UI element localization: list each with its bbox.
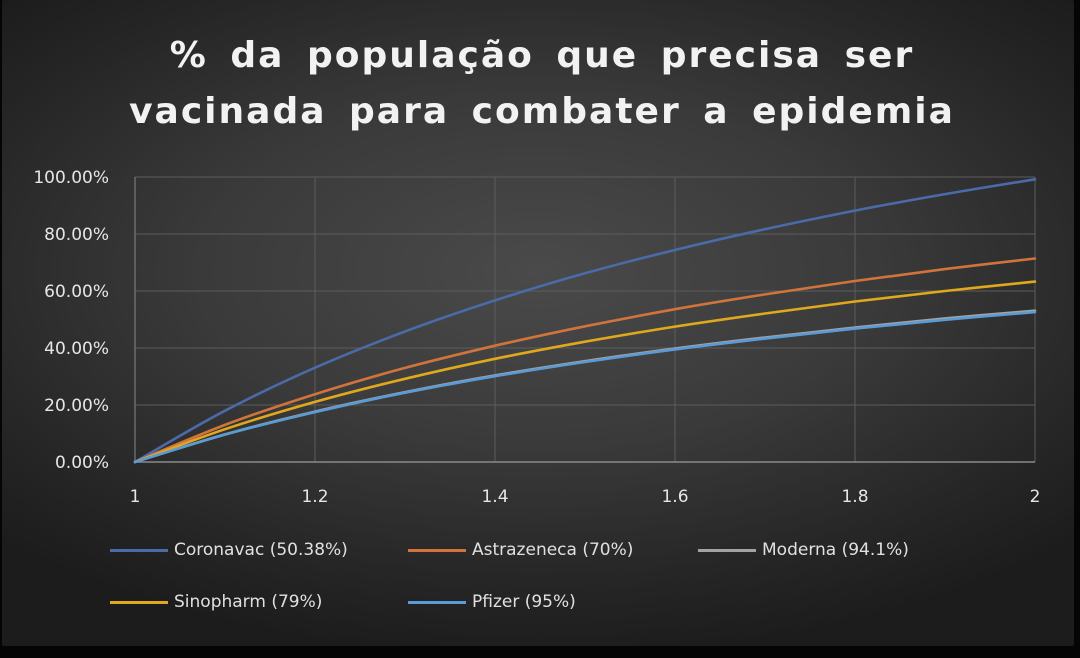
x-tick-label: 1.2 [301, 487, 328, 507]
y-tick-label: 100.00% [33, 168, 109, 188]
legend-label: Astrazeneca (70%) [472, 540, 634, 560]
legend-item: Coronavac (50.38%) [110, 540, 348, 560]
legend-label: Coronavac (50.38%) [174, 540, 348, 560]
x-tick-label: 1.4 [481, 487, 508, 507]
legend-swatch [408, 600, 466, 604]
legend-item: Pfizer (95%) [408, 592, 576, 612]
series-line-5 [133, 310, 1037, 464]
x-tick-label: 1.6 [661, 487, 688, 507]
y-tick-label: 80.00% [44, 225, 109, 245]
legend-swatch [408, 548, 466, 552]
legend-swatch [110, 548, 168, 552]
y-tick-label: 0.00% [55, 453, 109, 473]
x-tick-label: 2 [1030, 487, 1041, 507]
x-tick-label: 1 [130, 487, 141, 507]
legend-label: Pfizer (95%) [472, 592, 576, 612]
y-tick-label: 20.00% [44, 396, 109, 416]
series-line-1 [133, 178, 1037, 464]
legend-swatch [698, 548, 756, 552]
legend-label: Sinopharm (79%) [174, 592, 323, 612]
legend-item: Astrazeneca (70%) [408, 540, 633, 560]
legend-item: Moderna (94.1%) [698, 540, 909, 560]
y-tick-label: 40.00% [44, 339, 109, 359]
series-line-3 [133, 309, 1037, 464]
legend-swatch [110, 600, 168, 604]
chart-title: % da população que precisa ser vacinada … [129, 35, 955, 132]
legend-label: Moderna (94.1%) [762, 540, 909, 560]
series-line-4 [133, 280, 1037, 464]
series-line-2 [133, 257, 1037, 464]
legend-item: Sinopharm (79%) [110, 592, 322, 612]
x-tick-label: 1.8 [841, 487, 868, 507]
y-tick-label: 60.00% [44, 282, 109, 302]
